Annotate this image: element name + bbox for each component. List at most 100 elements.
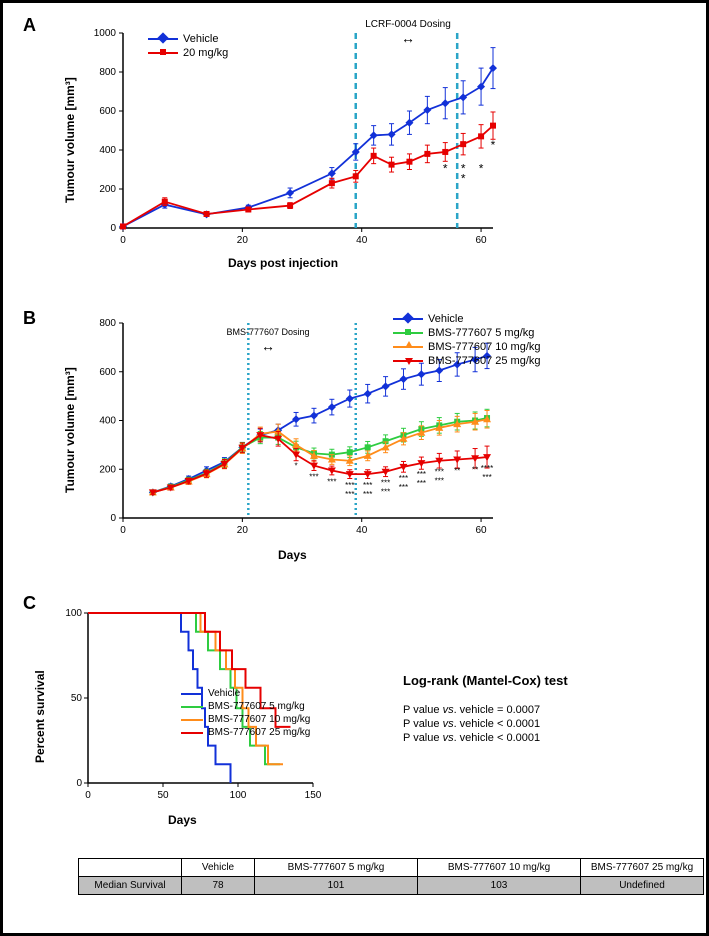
panel-c-xlabel: Days [168, 813, 197, 827]
legend-swatch [393, 318, 423, 320]
legend-swatch [148, 52, 178, 54]
pv-vs: vs [443, 718, 454, 730]
log-rank-line: P value vs. vehicle < 0.0001 [403, 718, 568, 730]
panel-b-dosing-label: BMS-777607 Dosing ↔ [208, 328, 328, 354]
svg-text:100: 100 [65, 608, 82, 619]
pv-right: . vehicle < 0.0001 [454, 718, 541, 730]
panel-c-ylabel: Percent survival [33, 670, 47, 763]
svg-text:0: 0 [120, 235, 126, 246]
triangle-down-icon [405, 358, 413, 365]
svg-text:0: 0 [110, 223, 116, 234]
svg-text:800: 800 [99, 318, 116, 329]
svg-text:***: *** [435, 477, 444, 486]
legend-swatch [148, 38, 178, 40]
table-cell: 78 [182, 877, 255, 895]
pv-right: . vehicle = 0.0007 [454, 704, 541, 716]
svg-text:***: *** [345, 490, 354, 499]
svg-text:***: *** [381, 488, 390, 497]
svg-text:***: *** [381, 479, 390, 488]
table-cell: 103 [418, 877, 581, 895]
log-rank-line: P value vs. vehicle < 0.0001 [403, 732, 568, 744]
table-header-cell: Vehicle [182, 859, 255, 877]
panel-c-label: C [23, 593, 36, 614]
pv-vs: vs [443, 732, 454, 744]
log-rank-title: Log-rank (Mantel-Cox) test [403, 673, 568, 688]
pv-vs: vs [443, 704, 454, 716]
legend-row: 20 mg/kg [148, 47, 228, 59]
dosing-text: BMS-777607 Dosing [208, 328, 328, 338]
legend-label: BMS-777607 25 mg/kg [208, 727, 310, 738]
legend-row: BMS-777607 5 mg/kg [181, 701, 310, 712]
svg-text:*: * [443, 161, 448, 175]
panel-a-ylabel: Tumour volume [mm³] [63, 77, 77, 203]
survival-table: VehicleBMS-777607 5 mg/kgBMS-777607 10 m… [78, 858, 704, 895]
svg-text:50: 50 [71, 693, 83, 704]
legend-swatch [181, 706, 203, 708]
svg-text:200: 200 [99, 464, 116, 475]
svg-text:***: *** [399, 474, 408, 483]
svg-text:600: 600 [99, 367, 116, 378]
svg-text:****: **** [481, 464, 493, 473]
svg-text:**: ** [472, 465, 478, 474]
svg-text:***: *** [417, 479, 426, 488]
panel-a-dosing-label: LCRF-0004 Dosing ↔ [348, 19, 468, 46]
legend-row: BMS-777607 10 mg/kg [393, 341, 541, 353]
svg-text:150: 150 [305, 790, 322, 801]
svg-text:**: ** [454, 467, 460, 476]
legend-label: BMS-777607 25 mg/kg [428, 355, 541, 367]
table-header-cell: BMS-777607 10 mg/kg [418, 859, 581, 877]
svg-text:*: * [491, 138, 496, 152]
svg-text:***: *** [482, 473, 491, 482]
legend-swatch [181, 732, 203, 734]
diamond-icon [157, 32, 168, 43]
svg-text:***: *** [309, 473, 318, 482]
log-rank-line: P value vs. vehicle = 0.0007 [403, 704, 568, 716]
chart-a-svg: 020406002004006008001000***** [88, 28, 513, 248]
table-row-label: Median Survival [79, 877, 182, 895]
legend-label: BMS-777607 5 mg/kg [428, 327, 534, 339]
svg-text:0: 0 [85, 790, 91, 801]
svg-text:60: 60 [476, 235, 488, 246]
square-icon [405, 329, 411, 335]
svg-text:*: * [479, 161, 484, 175]
svg-text:60: 60 [476, 525, 488, 536]
panel-a-xlabel: Days post injection [228, 256, 338, 270]
svg-text:600: 600 [99, 106, 116, 117]
legend-swatch [393, 346, 423, 348]
figure-container: A 020406002004006008001000***** Tumour v… [0, 0, 709, 936]
legend-row: Vehicle [148, 33, 228, 45]
svg-text:0: 0 [76, 778, 82, 789]
legend-label: BMS-777607 10 mg/kg [428, 341, 541, 353]
legend-label: BMS-777607 10 mg/kg [208, 714, 310, 725]
svg-text:20: 20 [237, 525, 249, 536]
legend-row: Vehicle [393, 313, 541, 325]
svg-text:20: 20 [237, 235, 249, 246]
svg-text:***: *** [363, 490, 372, 499]
diamond-icon [402, 312, 413, 323]
arrow-double-icon: ↔ [348, 30, 468, 46]
panel-c-legend: Vehicle BMS-777607 5 mg/kg BMS-777607 10… [181, 688, 310, 740]
svg-text:0: 0 [120, 525, 126, 536]
legend-row: BMS-777607 25 mg/kg [393, 355, 541, 367]
svg-text:40: 40 [356, 525, 368, 536]
legend-label: Vehicle [183, 33, 218, 45]
pv-right: . vehicle < 0.0001 [454, 732, 541, 744]
table-header-cell: BMS-777607 25 mg/kg [581, 859, 704, 877]
legend-swatch [393, 332, 423, 334]
pv-left: P value [403, 732, 443, 744]
svg-text:1000: 1000 [94, 28, 117, 39]
pv-left: P value [403, 718, 443, 730]
arrow-double-icon: ↔ [208, 338, 328, 354]
svg-text:100: 100 [230, 790, 247, 801]
legend-row: BMS-777607 25 mg/kg [181, 727, 310, 738]
panel-a-legend: Vehicle 20 mg/kg [148, 33, 228, 61]
svg-text:***: *** [435, 468, 444, 477]
svg-text:40: 40 [356, 235, 368, 246]
panel-b-xlabel: Days [278, 548, 307, 562]
dosing-text: LCRF-0004 Dosing [348, 19, 468, 30]
legend-label: BMS-777607 5 mg/kg [208, 701, 305, 712]
panel-b-ylabel: Tumour volume [mm³] [63, 367, 77, 493]
table-cell: 101 [255, 877, 418, 895]
panel-a: 020406002004006008001000***** [88, 28, 513, 248]
square-icon [160, 49, 166, 55]
